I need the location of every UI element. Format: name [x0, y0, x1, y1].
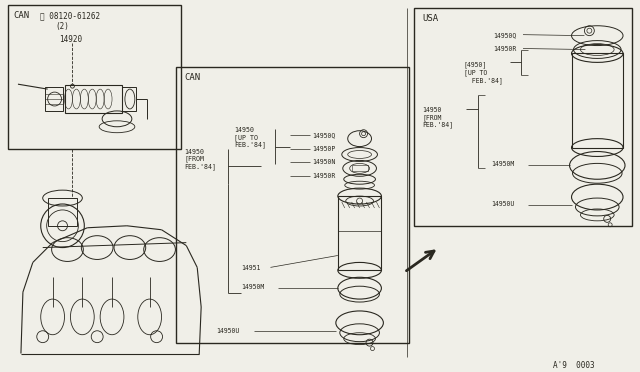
- Bar: [8, 5, 181, 148]
- Text: 14950
[FROM
FEB.'84]: 14950 [FROM FEB.'84]: [422, 107, 453, 128]
- Text: 14950P: 14950P: [312, 145, 335, 151]
- Text: 14950Q: 14950Q: [493, 32, 516, 38]
- Bar: [414, 8, 632, 226]
- Bar: [338, 196, 381, 270]
- Text: 14950Q: 14950Q: [312, 132, 335, 138]
- Text: [4950]
[UP TO
  FEB.'84]: [4950] [UP TO FEB.'84]: [463, 61, 502, 84]
- Text: 14950N: 14950N: [312, 160, 335, 166]
- Text: 14950M: 14950M: [492, 161, 515, 167]
- Text: (2): (2): [56, 22, 70, 31]
- Bar: [352, 166, 367, 171]
- Text: 14920: 14920: [60, 35, 83, 44]
- Bar: [572, 54, 623, 148]
- Text: 14950U: 14950U: [216, 328, 239, 334]
- Text: 14950
[UP TO
FEB.'84]: 14950 [UP TO FEB.'84]: [234, 127, 266, 148]
- Bar: [47, 198, 77, 226]
- Text: 14950R: 14950R: [312, 173, 335, 179]
- Bar: [122, 87, 136, 111]
- Text: 14950R: 14950R: [493, 45, 516, 52]
- Text: 14951: 14951: [241, 265, 260, 272]
- Text: 14950M: 14950M: [241, 284, 264, 290]
- Text: CAN: CAN: [13, 11, 29, 20]
- Bar: [45, 87, 63, 111]
- Text: USA: USA: [422, 14, 438, 23]
- Text: 14950
[FROM
FEB.'84]: 14950 [FROM FEB.'84]: [184, 148, 216, 170]
- Bar: [177, 67, 409, 343]
- Text: A'9  0003: A'9 0003: [553, 362, 595, 371]
- Text: Ⓑ 08120-61262: Ⓑ 08120-61262: [40, 11, 100, 20]
- Text: CAN: CAN: [184, 73, 200, 82]
- Bar: [65, 85, 122, 113]
- Text: 14950U: 14950U: [492, 201, 515, 207]
